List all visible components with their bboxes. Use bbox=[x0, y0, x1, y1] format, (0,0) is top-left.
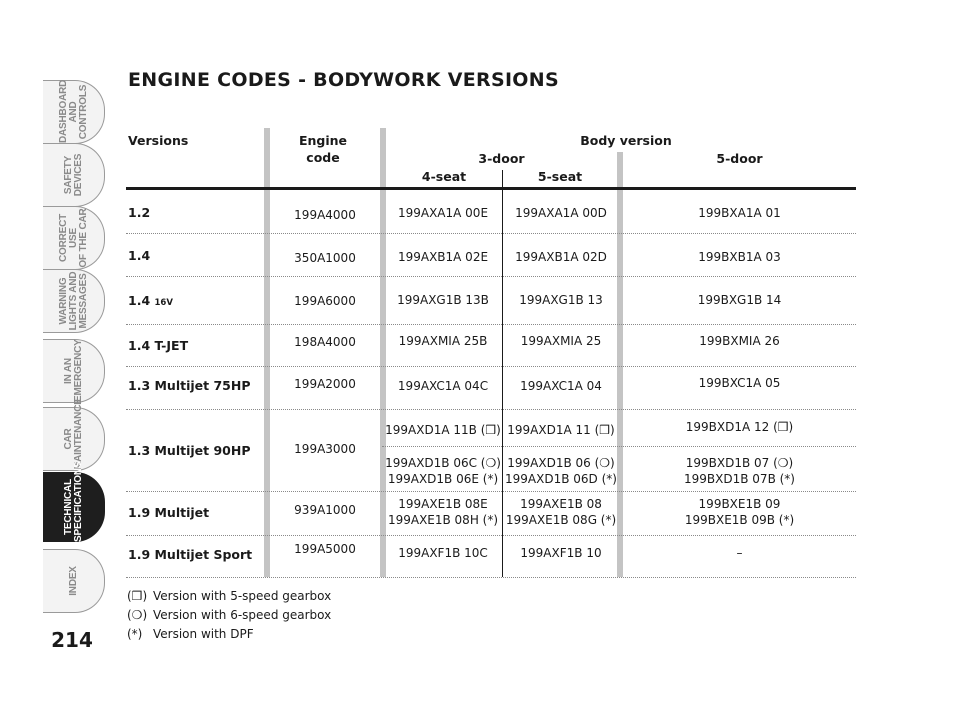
body-code-3door-5seat: 199AXD1B 06 (❍) 199AXD1B 06D (*) bbox=[505, 456, 617, 486]
body-code-5door: 199BXG1B 14 bbox=[697, 293, 782, 307]
footnote-text: Version with DPF bbox=[153, 627, 254, 641]
version-name-suffix: 16V bbox=[154, 298, 173, 308]
tab-car-maintenance[interactable]: CAR MAINTENANCE bbox=[43, 398, 105, 471]
footnote-symbol: (❍) bbox=[127, 608, 148, 622]
engine-code: 350A1000 bbox=[294, 251, 356, 265]
body-code-3door-5seat: 199AXA1A 00D bbox=[515, 206, 607, 220]
tab-label: IN AN EMERGENCY bbox=[62, 339, 84, 402]
version-name: 1.2 bbox=[128, 205, 151, 220]
footnote-5-speed: (❒) Version with 5-speed gearbox bbox=[127, 588, 331, 604]
header-versions: Versions bbox=[128, 133, 189, 148]
header-four-seat: 4-seat bbox=[421, 169, 467, 184]
footnote-symbol: (*) bbox=[127, 627, 143, 641]
body-code-5door: 199BXMIA 26 bbox=[699, 334, 780, 348]
row-separator bbox=[126, 409, 856, 410]
row-separator bbox=[126, 324, 856, 325]
engine-code: 199A2000 bbox=[294, 377, 356, 391]
column-divider-versions bbox=[264, 128, 270, 577]
body-code-3door-5seat: 199AXF1B 10 bbox=[520, 546, 602, 560]
body-code-5door: 199BXC1A 05 bbox=[698, 376, 781, 390]
version-name: 1.4 T-JET bbox=[128, 338, 189, 353]
tab-label: CAR MAINTENANCE bbox=[62, 398, 84, 470]
tab-technical-specifications[interactable]: TECHNICAL SPECIFICATIONS bbox=[43, 461, 105, 542]
tab-correct-use[interactable]: CORRECT USE OF THE CAR bbox=[43, 206, 105, 270]
row-separator bbox=[126, 276, 856, 277]
engine-code: 199A3000 bbox=[294, 442, 356, 456]
body-code-3door-4seat: 199AXE1B 08E 199AXE1B 08H (*) bbox=[387, 497, 499, 527]
row-separator bbox=[126, 577, 856, 578]
header-engine-code: Engine code bbox=[298, 133, 348, 165]
tab-index[interactable]: INDEX bbox=[43, 549, 105, 613]
footnote-symbol: (❒) bbox=[127, 589, 148, 603]
tab-label: CORRECT USE OF THE CAR bbox=[57, 208, 89, 268]
row-separator-partial bbox=[382, 446, 856, 447]
version-name: 1.9 Multijet bbox=[128, 505, 210, 520]
footnote-6-speed: (❍) Version with 6-speed gearbox bbox=[127, 607, 331, 623]
header-five-seat: 5-seat bbox=[537, 169, 583, 184]
body-code-3door-4seat: 199AXA1A 00E bbox=[397, 206, 489, 220]
body-code-5door: 199BXE1B 09 199BXE1B 09B (*) bbox=[684, 497, 795, 527]
column-divider-engine bbox=[380, 128, 386, 577]
version-name: 1.3 Multijet 90HP bbox=[128, 443, 251, 458]
tab-dashboard-and-controls[interactable]: DASHBOARD AND CONTROLS bbox=[43, 80, 105, 144]
version-name: 1.9 Multijet Sport bbox=[128, 547, 253, 562]
body-code-3door-4seat: 199AXC1A 04C bbox=[397, 379, 489, 393]
body-code-5door: 199BXA1A 01 bbox=[698, 206, 781, 220]
engine-code: 199A4000 bbox=[294, 208, 356, 222]
body-code-3door-5seat: 199AXC1A 04 bbox=[520, 379, 602, 393]
row-separator bbox=[126, 535, 856, 536]
row-separator bbox=[126, 366, 856, 367]
body-code-3door-4seat: 199AXB1A 02E bbox=[397, 250, 489, 264]
body-code-5door: 199BXD1B 07 (❍) 199BXD1B 07B (*) bbox=[684, 456, 795, 486]
header-body-version: Body version bbox=[580, 133, 672, 148]
body-code-3door-5seat: 199AXB1A 02D bbox=[515, 250, 607, 264]
body-code-3door-4seat: 199AXF1B 10C bbox=[398, 546, 488, 560]
tab-label: TECHNICAL SPECIFICATIONS bbox=[62, 461, 84, 542]
version-name-base: 1.4 bbox=[128, 293, 151, 308]
body-code-3door-4seat: 199AXMIA 25B bbox=[398, 334, 488, 348]
body-code-5door: 199BXB1A 03 bbox=[698, 250, 781, 264]
header-three-door: 3-door bbox=[478, 151, 525, 166]
body-code-3door-4seat: 199AXD1B 06C (❍) 199AXD1B 06E (*) bbox=[385, 456, 501, 486]
column-divider-seats bbox=[502, 170, 503, 577]
body-code-3door-5seat: 199AXG1B 13 bbox=[519, 293, 603, 307]
body-code-5door: 199BXD1A 12 (❒) bbox=[685, 420, 794, 434]
version-name: 1.4 bbox=[128, 248, 151, 263]
tab-label: DASHBOARD AND CONTROLS bbox=[57, 79, 89, 143]
footnote-text: Version with 5-speed gearbox bbox=[153, 589, 332, 603]
version-name: 1.3 Multijet 75HP bbox=[128, 378, 251, 393]
tab-label: WARNING LIGHTS AND MESSAGES bbox=[57, 271, 89, 331]
row-separator bbox=[126, 491, 856, 492]
tab-safety-devices[interactable]: SAFETY DEVICES bbox=[43, 143, 105, 207]
tab-label: INDEX bbox=[67, 566, 79, 596]
body-code-3door-5seat: 199AXE1B 08 199AXE1B 08G (*) bbox=[505, 497, 617, 527]
header-five-door: 5-door bbox=[716, 151, 763, 166]
tab-in-an-emergency[interactable]: IN AN EMERGENCY bbox=[43, 339, 105, 403]
engine-code: 199A6000 bbox=[294, 294, 356, 308]
page-title: ENGINE CODES - BODYWORK VERSIONS bbox=[128, 69, 559, 91]
header-rule bbox=[126, 187, 856, 190]
body-code-3door-5seat: 199AXD1A 11 (❒) bbox=[507, 423, 615, 437]
body-code-5door: – bbox=[736, 546, 743, 560]
body-code-3door-4seat: 199AXG1B 13B bbox=[397, 293, 489, 307]
page-number: 214 bbox=[51, 628, 93, 652]
engine-code: 198A4000 bbox=[294, 335, 356, 349]
tab-label: SAFETY DEVICES bbox=[62, 153, 84, 197]
tab-warning-lights[interactable]: WARNING LIGHTS AND MESSAGES bbox=[43, 269, 105, 333]
version-name: 1.4 16V bbox=[128, 293, 173, 308]
footnote-text: Version with 6-speed gearbox bbox=[153, 608, 332, 622]
body-code-3door-5seat: 199AXMIA 25 bbox=[520, 334, 602, 348]
engine-code: 939A1000 bbox=[294, 503, 356, 517]
body-code-3door-4seat: 199AXD1A 11B (❒) bbox=[385, 423, 501, 437]
footnote-dpf: (*) Version with DPF bbox=[127, 626, 254, 642]
column-divider-doors bbox=[617, 152, 623, 577]
engine-code: 199A5000 bbox=[294, 542, 356, 556]
row-separator bbox=[126, 233, 856, 234]
